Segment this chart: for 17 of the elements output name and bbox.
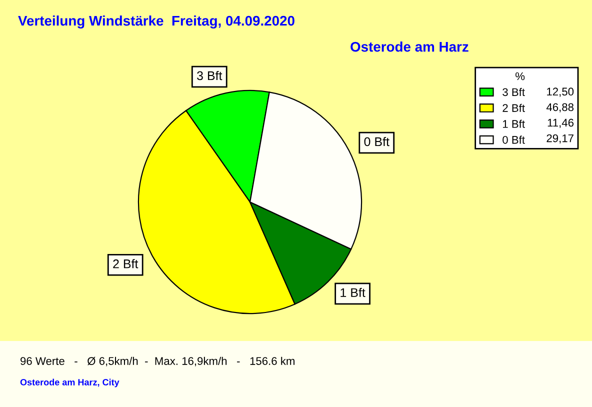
slice-label: 2 Bft: [113, 259, 138, 268]
text: Osterode am Harz, City: [20, 378, 120, 388]
chart-title: Verteilung Windstärke Freitag, 04.09.2020: [18, 15, 294, 29]
text: 96 Werte - Ø 6,5km/h - Max. 16,9km/h - 156.6 km: [20, 356, 294, 366]
slice-label: 1 Bft: [340, 288, 366, 298]
data-label: 12,50: [547, 88, 574, 97]
slice-label: 0 Bft: [364, 136, 390, 146]
chart-subtitle: Osterode am Harz: [350, 42, 468, 52]
data-label: 46,88: [546, 103, 574, 112]
legend-label: 0 Bft: [502, 136, 525, 144]
legend-label: 1 Bft: [502, 120, 525, 128]
slice-label: 3 Bft: [197, 70, 222, 80]
data-label: 29,17: [546, 134, 574, 144]
data-label: 11,46: [548, 118, 574, 128]
legend-label: 2 Bft: [502, 104, 525, 112]
legend-label: 3 Bft: [502, 88, 525, 96]
legend-title: %: [516, 72, 525, 80]
